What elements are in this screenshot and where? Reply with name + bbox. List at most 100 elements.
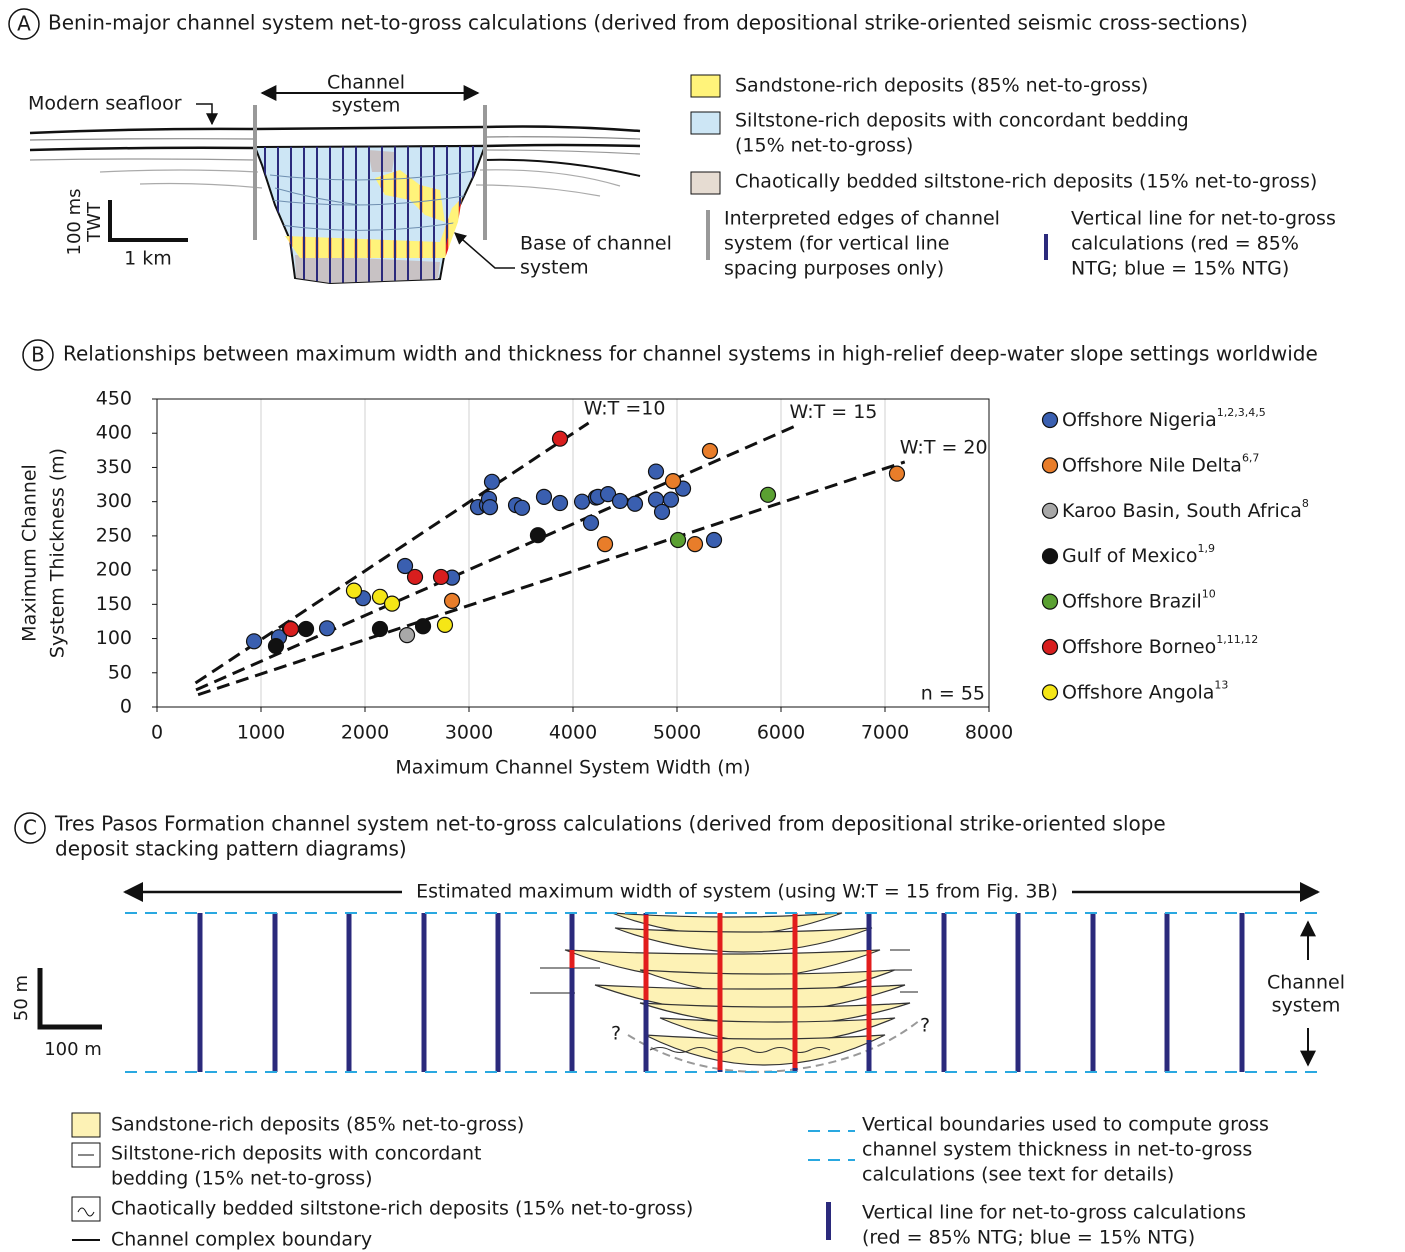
point (484, 474, 499, 489)
panel-b: B Relationships between maximum width an… (19, 340, 1318, 779)
point (583, 515, 598, 530)
annotation: n = 55 (921, 683, 985, 705)
legend-label: system (for vertical line (724, 233, 949, 255)
channel-label: Channel (1267, 972, 1345, 994)
edge-bar (253, 105, 257, 240)
legend-label: spacing purposes only) (724, 258, 944, 280)
y-tick-label: 450 (96, 388, 132, 410)
legend-name: Karoo Basin, South Africa (1062, 499, 1302, 521)
point (666, 474, 681, 489)
vscale-label: 100 ms (64, 189, 85, 256)
point (671, 532, 686, 547)
panel-title: Benin-major channel system net-to-gross … (48, 11, 1248, 35)
x-axis-label: Maximum Channel System Width (m) (395, 757, 750, 779)
point (613, 493, 628, 508)
legend-refs: 1,11,12 (1216, 633, 1258, 646)
point (385, 596, 400, 611)
legend-name: Offshore Brazil (1062, 590, 1202, 612)
x-tick-label: 6000 (757, 722, 805, 744)
channel-label: system (332, 95, 401, 117)
ratio-label: W:T =10 (584, 397, 666, 419)
panel-title: deposit stacking pattern diagrams) (55, 837, 407, 861)
point (320, 621, 335, 636)
legend-label: Channel complex boundary (111, 1229, 372, 1251)
point (648, 464, 663, 479)
x-tick-label: 5000 (653, 722, 701, 744)
panel-letter: B (31, 343, 45, 367)
channel-label: Channel (327, 72, 405, 94)
point (889, 466, 904, 481)
panel-title: Tres Pasos Formation channel system net-… (54, 812, 1166, 836)
legend-name: Offshore Borneo (1062, 636, 1216, 658)
point (575, 494, 590, 509)
legend-label: Offshore Nile Delta6,7 (1062, 451, 1259, 476)
point (707, 532, 722, 547)
legend-label: calculations (see text for details) (862, 1164, 1174, 1186)
legend-marker (1043, 549, 1058, 564)
point (372, 621, 387, 636)
panel-letter: A (17, 12, 31, 36)
legend-label: Karoo Basin, South Africa8 (1062, 497, 1309, 522)
y-tick-label: 300 (96, 490, 132, 512)
point (283, 621, 298, 636)
y-tick-label: 50 (108, 661, 132, 683)
hscale-label: 1 km (124, 248, 172, 270)
panel-c: C Tres Pasos Formation channel system ne… (11, 812, 1345, 1251)
chart-title: Relationships between maximum width and … (63, 342, 1318, 366)
x-tick-label: 7000 (861, 722, 909, 744)
legend-label: Offshore Brazil10 (1062, 588, 1216, 613)
question-mark: ? (920, 1015, 930, 1037)
legend-refs: 8 (1302, 497, 1309, 510)
legend-refs: 10 (1202, 588, 1216, 601)
legend-name: Offshore Nigeria (1062, 409, 1217, 431)
legend-marker (1043, 594, 1058, 609)
y-tick-label: 100 (96, 627, 132, 649)
sand-lenses (530, 913, 918, 1065)
y-tick-label: 150 (96, 593, 132, 615)
y-tick-label: 350 (96, 456, 132, 478)
x-tick-label: 3000 (445, 722, 493, 744)
legend-swatch (691, 75, 720, 97)
legend-swatch (72, 1197, 100, 1221)
legend-swatch (706, 210, 710, 260)
point (530, 528, 545, 543)
legend-label: Chaotically bedded siltstone-rich deposi… (735, 171, 1317, 193)
point (346, 583, 361, 598)
point (553, 431, 568, 446)
legend-label: Offshore Angola13 (1062, 678, 1228, 703)
point (299, 621, 314, 636)
legend-marker (1043, 503, 1058, 518)
point (434, 569, 449, 584)
legend-swatch (826, 1202, 831, 1240)
point (416, 619, 431, 634)
y-tick-label: 250 (96, 524, 132, 546)
legend-label: Siltstone-rich deposits with concordant (111, 1143, 481, 1165)
scale-bar (40, 968, 102, 1027)
legend-label: Vertical line for net-to-gross (1071, 208, 1336, 230)
legend-swatch (1044, 234, 1048, 260)
point (702, 444, 717, 459)
y-axis-label: Maximum Channel (19, 464, 41, 642)
legend-name: Gulf of Mexico (1062, 545, 1197, 567)
ratio-label: W:T = 20 (900, 436, 988, 458)
legend-label: NTG; blue = 15% NTG) (1071, 258, 1289, 280)
x-tick-label: 4000 (549, 722, 597, 744)
x-tick-label: 2000 (341, 722, 389, 744)
panel-a: A Benin-major channel system net-to-gros… (9, 9, 1336, 290)
sand-lens (615, 928, 872, 952)
width-label: Estimated maximum width of system (using… (416, 881, 1058, 903)
legend-label: (red = 85% NTG; blue = 15% NTG) (862, 1227, 1195, 1249)
panel-letter: C (23, 816, 37, 840)
point (483, 500, 498, 515)
hscale-label: 100 m (44, 1039, 102, 1060)
legend-label: calculations (red = 85% (1071, 233, 1299, 255)
legend-label: Offshore Borneo1,11,12 (1062, 633, 1258, 658)
legend-label: Vertical line for net-to-gross calculati… (862, 1202, 1246, 1224)
y-axis-label: System Thickness (m) (47, 448, 69, 658)
vscale-label: TWT (84, 201, 105, 243)
legend-name: Offshore Angola (1062, 681, 1214, 703)
point (437, 617, 452, 632)
legend-name: Offshore Nile Delta (1062, 454, 1242, 476)
legend-label: channel system thickness in net-to-gross (862, 1139, 1252, 1161)
point (445, 593, 460, 608)
